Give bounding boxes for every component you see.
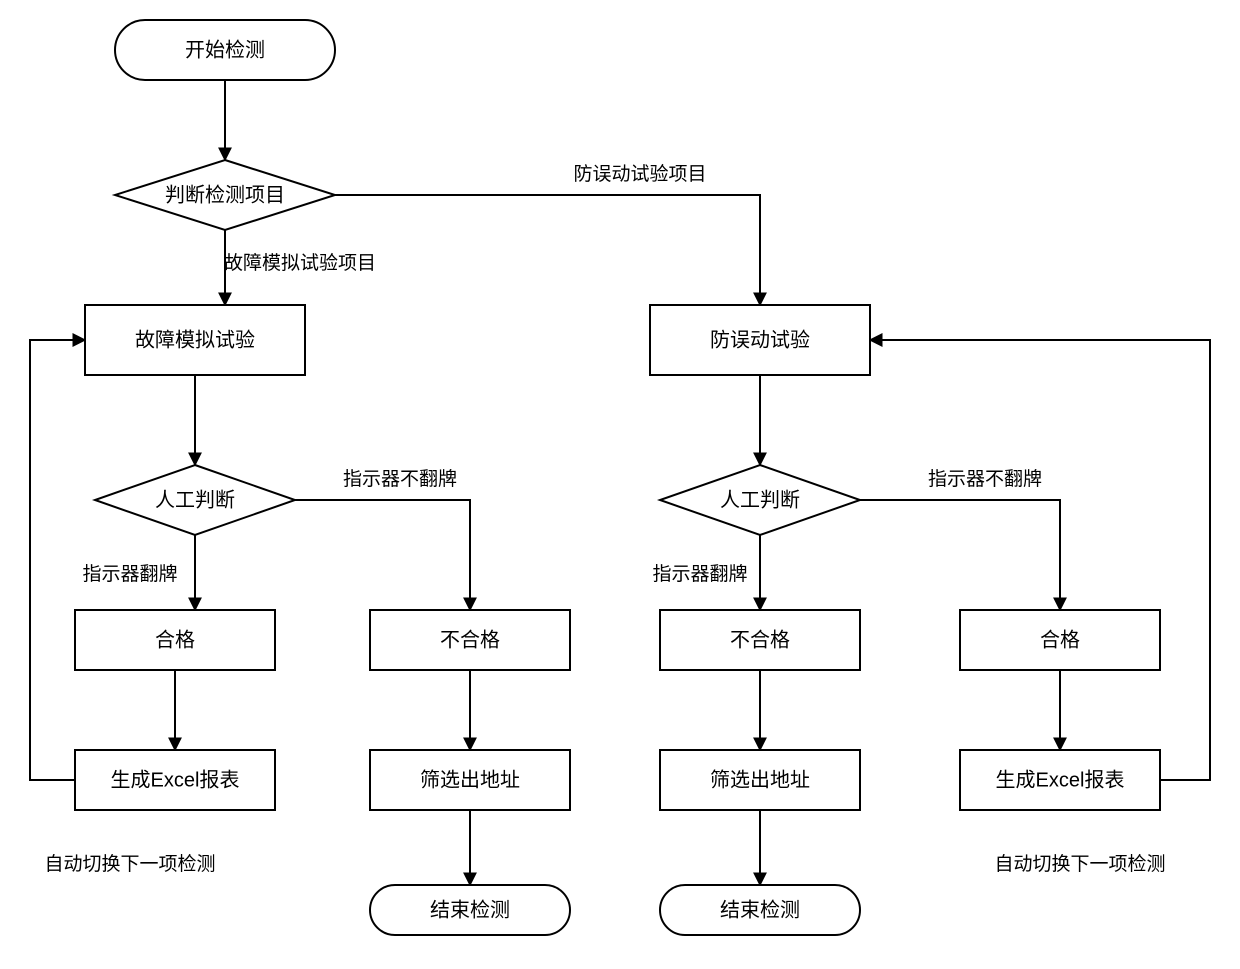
node-endL: 结束检测: [370, 885, 570, 935]
flow-edge: [870, 340, 1210, 780]
node-failL: 不合格: [370, 610, 570, 670]
node-antiTest: 防误动试验: [650, 305, 870, 375]
node-label: 人工判断: [720, 488, 800, 511]
node-label: 故障模拟试验: [135, 328, 255, 351]
node-decide: 判断检测项目: [115, 160, 335, 230]
node-judgeR: 人工判断: [660, 465, 860, 535]
node-filterL: 筛选出地址: [370, 750, 570, 810]
node-filterR: 筛选出地址: [660, 750, 860, 810]
node-label: 合格: [1040, 628, 1080, 651]
node-excelL: 生成Excel报表: [75, 750, 275, 810]
node-passR: 合格: [960, 610, 1160, 670]
edge-label: 指示器翻牌: [82, 563, 177, 585]
node-label: 筛选出地址: [710, 768, 810, 791]
node-passL: 合格: [75, 610, 275, 670]
node-label: 结束检测: [430, 898, 510, 921]
edge-label: 自动切换下一项检测: [44, 853, 215, 875]
node-label: 判断检测项目: [165, 183, 285, 206]
node-judgeL: 人工判断: [95, 465, 295, 535]
node-label: 生成Excel报表: [111, 768, 240, 791]
edge-label: 指示器不翻牌: [343, 468, 457, 490]
node-faultTest: 故障模拟试验: [85, 305, 305, 375]
edge-label: 故障模拟试验项目: [224, 252, 376, 274]
node-label: 结束检测: [720, 898, 800, 921]
flow-edge: [295, 500, 470, 610]
edge-label: 指示器翻牌: [652, 563, 747, 585]
edge-label: 防误动试验项目: [573, 163, 706, 185]
edge-label: 指示器不翻牌: [928, 468, 1042, 490]
node-start: 开始检测: [115, 20, 335, 80]
node-label: 不合格: [440, 628, 500, 651]
node-label: 开始检测: [185, 38, 265, 61]
node-label: 筛选出地址: [420, 768, 520, 791]
node-endR: 结束检测: [660, 885, 860, 935]
flowchart-canvas: 故障模拟试验项目防误动试验项目指示器翻牌指示器不翻牌自动切换下一项检测指示器翻牌…: [0, 0, 1240, 969]
node-label: 不合格: [730, 628, 790, 651]
node-excelR: 生成Excel报表: [960, 750, 1160, 810]
node-label: 防误动试验: [710, 328, 810, 351]
node-failR: 不合格: [660, 610, 860, 670]
node-label: 生成Excel报表: [996, 768, 1125, 791]
flow-edge: [30, 340, 85, 780]
node-label: 合格: [155, 628, 195, 651]
edge-label: 自动切换下一项检测: [994, 853, 1165, 875]
flow-edge: [860, 500, 1060, 610]
node-label: 人工判断: [155, 488, 235, 511]
flow-edge: [335, 195, 760, 305]
